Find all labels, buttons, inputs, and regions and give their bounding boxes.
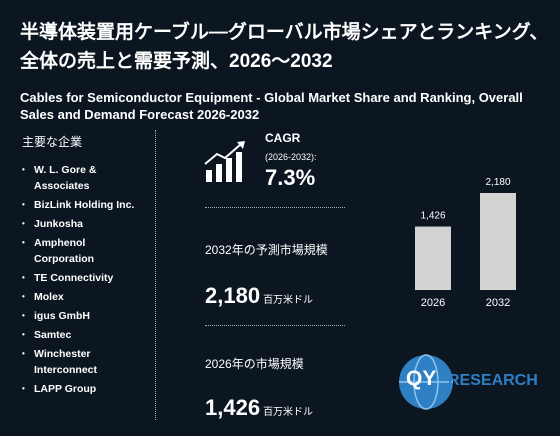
company: TE Connectivity bbox=[22, 270, 142, 286]
category-label: 2026 bbox=[421, 297, 445, 309]
separator bbox=[155, 130, 156, 420]
company: BizLink Holding Inc. bbox=[22, 197, 142, 213]
company: Winchester Interconnect bbox=[22, 346, 142, 378]
company-list: W. L. Gore & Associates BizLink Holding I… bbox=[22, 162, 142, 400]
current-label: 2026年の市場規模 bbox=[205, 357, 304, 371]
company: igus GmbH bbox=[22, 308, 142, 324]
cagr-value: 7.3% bbox=[265, 165, 316, 190]
forecast-number: 2,180 bbox=[205, 283, 261, 308]
company: Samtec bbox=[22, 327, 142, 343]
value-label: 2,180 bbox=[485, 177, 510, 188]
companies-heading: 主要な企業 bbox=[22, 135, 83, 149]
category-label: 2032 bbox=[486, 297, 510, 309]
separator bbox=[205, 325, 345, 326]
cagr-period: (2026-2032): bbox=[265, 152, 317, 162]
title: 半導体装置用ケーブル―グローバル市場シェアとランキング、全体の売上と需要予測、2… bbox=[20, 22, 549, 72]
value-label: 1,426 bbox=[420, 211, 445, 222]
logo-mark: QY bbox=[406, 367, 437, 390]
logo-globe bbox=[399, 354, 453, 410]
company: W. L. Gore & Associates bbox=[22, 162, 142, 194]
bar bbox=[415, 226, 451, 290]
forecast-value: 2,180 百万米ドル bbox=[205, 283, 313, 309]
cagr-label: CAGR bbox=[265, 131, 301, 145]
bar-chart: 1,426 2026 2,180 2032 bbox=[415, 177, 516, 309]
logo: QY RESEARCH bbox=[398, 352, 548, 412]
current-unit: 百万米ドル bbox=[263, 407, 314, 418]
company: Amphenol Corporation bbox=[22, 235, 142, 267]
subtitle: Cables for Semiconductor Equipment - Glo… bbox=[20, 90, 523, 122]
separator bbox=[205, 207, 345, 208]
forecast-label: 2032年の予測市場規模 bbox=[205, 243, 328, 257]
company: Molex bbox=[22, 289, 142, 305]
growth-icon bbox=[204, 141, 245, 182]
current-number: 1,426 bbox=[205, 395, 261, 420]
bar bbox=[480, 193, 516, 290]
current-value: 1,426 百万米ドル bbox=[205, 395, 313, 421]
company: LAPP Group bbox=[22, 381, 142, 397]
company: Junkosha bbox=[22, 216, 142, 232]
logo-text: RESEARCH bbox=[448, 372, 538, 389]
forecast-unit: 百万米ドル bbox=[263, 295, 314, 306]
